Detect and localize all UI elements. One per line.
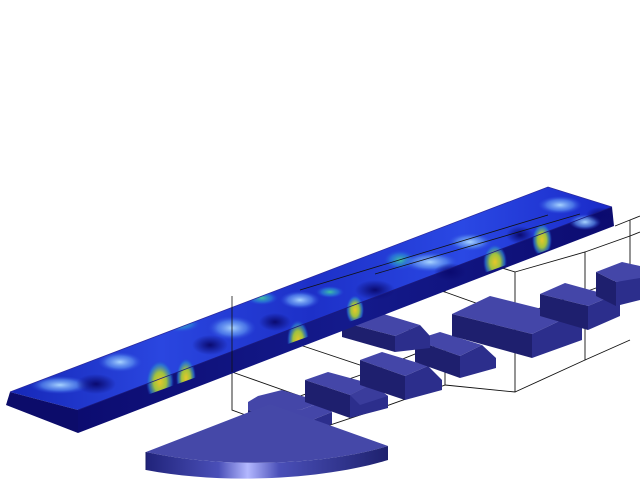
electrode-block [360,352,442,400]
electrode-block [540,283,620,330]
wireframe-overlay [231,213,581,372]
electrode-block [415,332,496,378]
electrode-block [596,262,640,306]
piezo-plate [6,186,614,433]
quarter-disc-transducer [145,404,388,479]
electrode-block [452,296,582,358]
